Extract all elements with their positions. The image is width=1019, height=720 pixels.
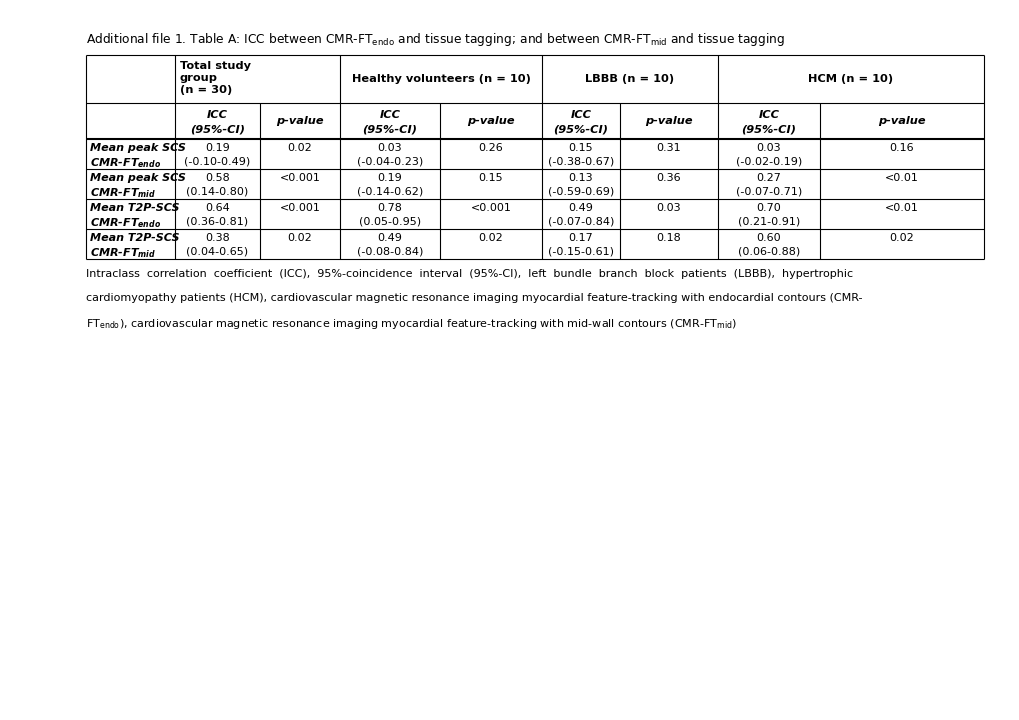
Text: Mean T2P-SCS: Mean T2P-SCS: [90, 203, 179, 213]
Text: (-0.02-0.19): (-0.02-0.19): [735, 156, 801, 166]
Text: cardiomyopathy patients (HCM), cardiovascular magnetic resonance imaging myocard: cardiomyopathy patients (HCM), cardiovas…: [86, 293, 862, 303]
Text: p-value: p-value: [645, 116, 692, 126]
Text: 0.03: 0.03: [656, 203, 681, 213]
Text: <0.01: <0.01: [884, 203, 918, 213]
Text: Mean T2P-SCS: Mean T2P-SCS: [90, 233, 179, 243]
Text: 0.49: 0.49: [377, 233, 403, 243]
Text: (n = 30): (n = 30): [179, 85, 232, 95]
Text: (95%-CI): (95%-CI): [362, 124, 417, 134]
Text: 0.02: 0.02: [287, 143, 312, 153]
Text: (0.36-0.81): (0.36-0.81): [186, 216, 249, 226]
Text: <0.001: <0.001: [279, 203, 320, 213]
Text: 0.64: 0.64: [205, 203, 229, 213]
Text: 0.78: 0.78: [377, 203, 403, 213]
Text: ICC: ICC: [758, 110, 779, 120]
Text: Healthy volunteers (n = 10): Healthy volunteers (n = 10): [352, 74, 530, 84]
Text: (95%-CI): (95%-CI): [190, 124, 245, 134]
Text: CMR-FT$_{\mathregular{mid}}$: CMR-FT$_{\mathregular{mid}}$: [90, 246, 156, 260]
Text: 0.49: 0.49: [568, 203, 593, 213]
Text: 0.02: 0.02: [478, 233, 503, 243]
Text: 0.15: 0.15: [569, 143, 593, 153]
Text: p-value: p-value: [877, 116, 925, 126]
Text: (0.14-0.80): (0.14-0.80): [186, 186, 249, 196]
Text: p-value: p-value: [276, 116, 323, 126]
Text: (-0.38-0.67): (-0.38-0.67): [547, 156, 613, 166]
Text: (-0.15-0.61): (-0.15-0.61): [547, 246, 613, 256]
Text: (-0.07-0.71): (-0.07-0.71): [735, 186, 801, 196]
Text: 0.03: 0.03: [756, 143, 781, 153]
Text: <0.001: <0.001: [279, 173, 320, 183]
Text: (0.06-0.88): (0.06-0.88): [737, 246, 799, 256]
Text: 0.18: 0.18: [656, 233, 681, 243]
Text: (-0.04-0.23): (-0.04-0.23): [357, 156, 423, 166]
Text: ICC: ICC: [570, 110, 591, 120]
Text: 0.58: 0.58: [205, 173, 229, 183]
Text: LBBB (n = 10): LBBB (n = 10): [585, 74, 674, 84]
Text: Mean peak SCS: Mean peak SCS: [90, 143, 185, 153]
Text: (-0.10-0.49): (-0.10-0.49): [184, 156, 251, 166]
Text: CMR-FT$_{\mathregular{endo}}$: CMR-FT$_{\mathregular{endo}}$: [90, 216, 161, 230]
Text: HCM (n = 10): HCM (n = 10): [808, 74, 893, 84]
Text: 0.19: 0.19: [205, 143, 229, 153]
Text: 0.38: 0.38: [205, 233, 229, 243]
Text: 0.70: 0.70: [756, 203, 781, 213]
Text: ICC: ICC: [379, 110, 400, 120]
Text: <0.001: <0.001: [470, 203, 511, 213]
Text: ICC: ICC: [207, 110, 228, 120]
Text: 0.19: 0.19: [377, 173, 401, 183]
Text: Additional file 1. Table A: ICC between CMR-FT$_{\mathregular{endo}}$ and tissue: Additional file 1. Table A: ICC between …: [86, 31, 785, 48]
Text: 0.13: 0.13: [569, 173, 593, 183]
Text: (-0.14-0.62): (-0.14-0.62): [357, 186, 423, 196]
Text: (-0.07-0.84): (-0.07-0.84): [547, 216, 613, 226]
Text: Mean peak SCS: Mean peak SCS: [90, 173, 185, 183]
Text: (-0.59-0.69): (-0.59-0.69): [547, 186, 613, 196]
Text: (-0.08-0.84): (-0.08-0.84): [357, 246, 423, 256]
Text: Intraclass  correlation  coefficient  (ICC),  95%-coincidence  interval  (95%-CI: Intraclass correlation coefficient (ICC)…: [86, 269, 852, 279]
Text: group: group: [179, 73, 218, 83]
Text: (95%-CI): (95%-CI): [553, 124, 608, 134]
Text: 0.31: 0.31: [656, 143, 681, 153]
Text: Total study: Total study: [179, 61, 251, 71]
Text: 0.15: 0.15: [478, 173, 502, 183]
Text: 0.02: 0.02: [889, 233, 913, 243]
Text: 0.36: 0.36: [656, 173, 681, 183]
Text: 0.17: 0.17: [568, 233, 593, 243]
Text: 0.60: 0.60: [756, 233, 781, 243]
Text: FT$_{\mathregular{endo}}$), cardiovascular magnetic resonance imaging myocardial: FT$_{\mathregular{endo}}$), cardiovascul…: [86, 317, 736, 331]
Text: (0.21-0.91): (0.21-0.91): [737, 216, 799, 226]
Text: 0.02: 0.02: [287, 233, 312, 243]
Text: 0.03: 0.03: [377, 143, 401, 153]
Text: <0.01: <0.01: [884, 173, 918, 183]
Text: CMR-FT$_{\mathregular{mid}}$: CMR-FT$_{\mathregular{mid}}$: [90, 186, 156, 199]
Text: (0.05-0.95): (0.05-0.95): [359, 216, 421, 226]
Text: 0.27: 0.27: [756, 173, 781, 183]
Text: 0.16: 0.16: [889, 143, 913, 153]
Text: p-value: p-value: [467, 116, 515, 126]
Text: (0.04-0.65): (0.04-0.65): [186, 246, 249, 256]
Text: 0.26: 0.26: [478, 143, 503, 153]
Text: CMR-FT$_{\mathregular{endo}}$: CMR-FT$_{\mathregular{endo}}$: [90, 156, 161, 170]
Text: (95%-CI): (95%-CI): [741, 124, 796, 134]
